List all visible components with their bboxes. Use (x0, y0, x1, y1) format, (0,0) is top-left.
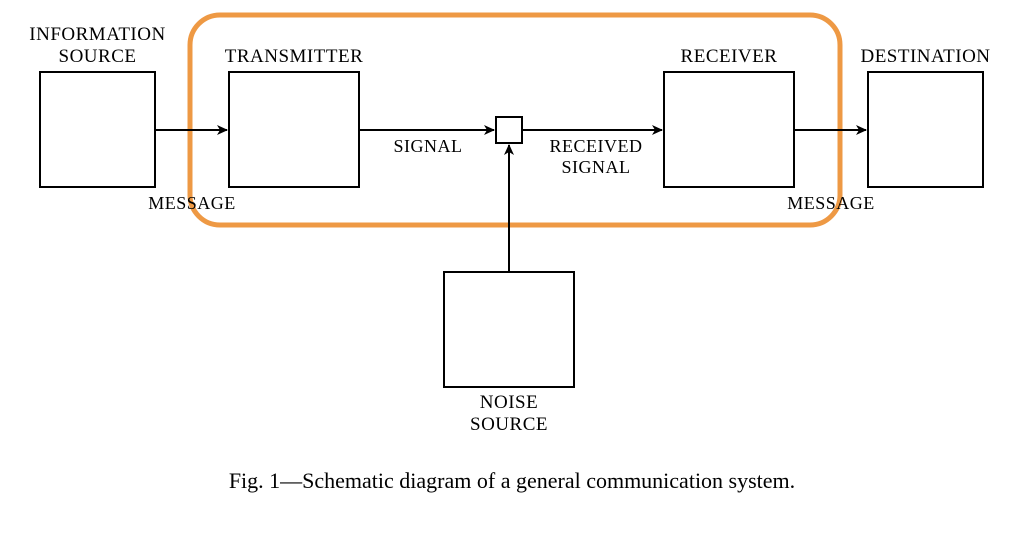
figure-caption: Fig. 1—Schematic diagram of a general co… (0, 468, 1024, 494)
label-message-2: MESSAGE (761, 193, 901, 214)
info-source-label-l2: SOURCE (59, 46, 137, 67)
label-received-signal: RECEIVED SIGNAL (526, 136, 666, 177)
comm-diagram-svg (0, 0, 1024, 460)
transmitter-box (229, 72, 359, 187)
info-source-label: INFORMATION SOURCE (20, 24, 175, 68)
figure-caption-text: Fig. 1—Schematic diagram of a general co… (229, 468, 795, 493)
mixer-box (496, 117, 522, 143)
destination-box (868, 72, 983, 187)
receiver-box (664, 72, 794, 187)
receiver-label-l1: RECEIVER (681, 46, 778, 67)
label-message-1-text: MESSAGE (148, 193, 236, 213)
destination-label-l1: DESTINATION (860, 46, 990, 67)
noise-source-label-l1: NOISE (480, 392, 538, 413)
label-received-signal-l1: RECEIVED (550, 136, 643, 156)
info-source-box (40, 72, 155, 187)
label-signal-text: SIGNAL (394, 136, 463, 156)
destination-label: DESTINATION (848, 46, 1003, 68)
noise-source-box (444, 272, 574, 387)
transmitter-label: TRANSMITTER (214, 46, 374, 68)
noise-source-label-l2: SOURCE (470, 414, 548, 435)
label-signal: SIGNAL (363, 136, 493, 157)
label-message-2-text: MESSAGE (787, 193, 875, 213)
receiver-label: RECEIVER (649, 46, 809, 68)
noise-source-label: NOISE SOURCE (429, 392, 589, 436)
transmitter-label-l1: TRANSMITTER (225, 46, 364, 67)
label-message-1: MESSAGE (122, 193, 262, 214)
label-received-signal-l2: SIGNAL (562, 157, 631, 177)
info-source-label-l1: INFORMATION (29, 24, 165, 45)
